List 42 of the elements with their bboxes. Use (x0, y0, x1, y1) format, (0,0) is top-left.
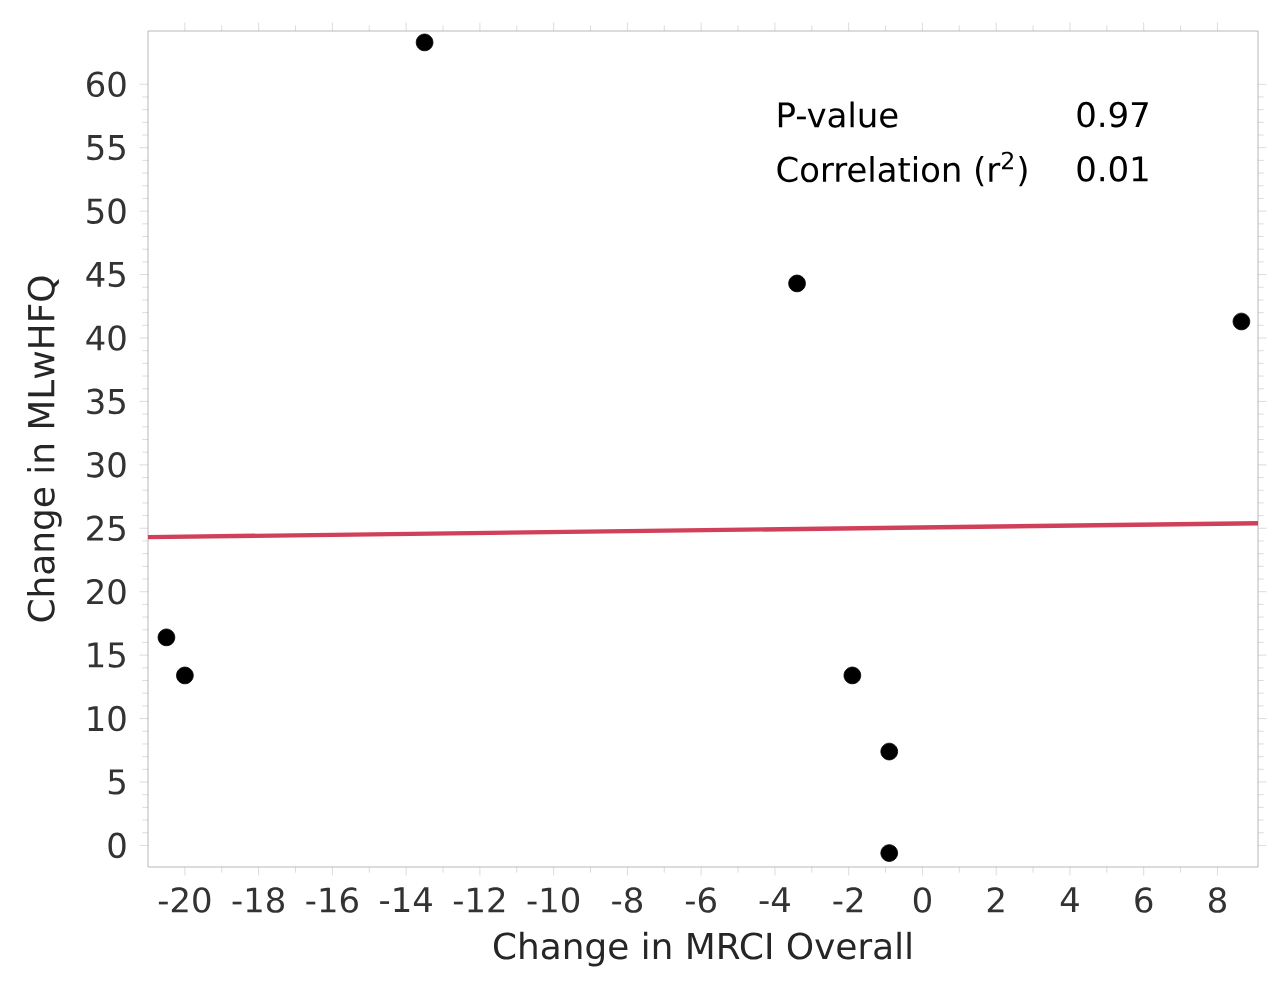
x-tick-label: -14 (380, 887, 432, 912)
y-tick-label: 60 (87, 71, 126, 98)
x-tick-label: -2 (833, 887, 863, 913)
point (176, 666, 194, 685)
y-tick-label: 5 (108, 769, 125, 795)
annotation: P-value (778, 101, 898, 128)
y-tick-label: 20 (87, 578, 126, 605)
y-tick-label: 55 (87, 135, 125, 161)
x-tick-label: -12 (453, 887, 505, 913)
point (788, 274, 806, 293)
point (415, 33, 434, 52)
y-tick-label: 25 (87, 515, 125, 542)
x-axis-title: Change in MRCI Overall (493, 931, 911, 967)
y-tick-label: 30 (87, 452, 126, 478)
y-tick-label: 45 (86, 261, 125, 288)
x-tick-label: -18 (232, 887, 284, 913)
x-tick-label: 2 (987, 887, 1004, 913)
point (157, 628, 176, 647)
annotation: 0.97 (1077, 101, 1148, 128)
x-tick-label: -8 (612, 887, 642, 913)
y-tick-label: 50 (87, 198, 126, 224)
y-tick-label: 10 (88, 705, 126, 732)
y-tick-label: 0 (108, 832, 126, 859)
y-axis-title: Change in MLwHFQ (27, 276, 62, 622)
point (880, 844, 899, 862)
x-tick-label: -10 (527, 887, 580, 913)
point (880, 742, 899, 761)
y-tick-label: 15 (88, 642, 125, 668)
x-tick-label: 4 (1060, 887, 1079, 912)
annotation: 0.01 (1077, 156, 1148, 182)
x-tick-label: 6 (1135, 887, 1153, 913)
x-tick-label: -20 (158, 887, 211, 913)
x-tick-label: -6 (685, 887, 716, 913)
y-tick-label: 35 (87, 388, 125, 415)
x-tick-label: -4 (759, 887, 790, 912)
x-tick-label: 8 (1208, 887, 1226, 913)
point (843, 666, 862, 685)
y-tick-label: 40 (86, 325, 126, 351)
x-tick-label: -16 (306, 887, 358, 913)
annotation: Correlation (r$^{2}$) (777, 151, 1027, 187)
point (1232, 312, 1251, 331)
x-tick-label: 0 (913, 887, 931, 913)
